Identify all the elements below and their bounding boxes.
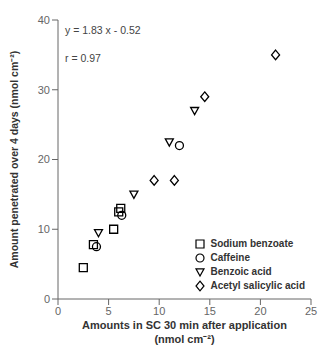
svg-text:0: 0 <box>44 293 50 305</box>
svg-text:Amounts in SC 30 min after app: Amounts in SC 30 min after application(n… <box>82 319 287 345</box>
svg-text:40: 40 <box>38 14 50 26</box>
svg-text:5: 5 <box>106 305 112 317</box>
svg-text:0: 0 <box>55 305 61 317</box>
svg-text:r = 0.97: r = 0.97 <box>65 52 101 64</box>
svg-text:30: 30 <box>38 84 50 96</box>
svg-text:20: 20 <box>38 153 50 165</box>
svg-text:10: 10 <box>153 305 165 317</box>
svg-text:20: 20 <box>254 305 266 317</box>
html-text:Acetyl salicylic acid: Acetyl salicylic acid <box>210 280 305 291</box>
svg-text:y = 1.83 x - 0.52: y = 1.83 x - 0.52 <box>65 24 141 36</box>
svg-text:Amount penetrated over 4 days: Amount penetrated over 4 days (nmol cm⁻²… <box>8 51 20 269</box>
svg-text:10: 10 <box>38 223 50 235</box>
svg-text:25: 25 <box>305 305 317 317</box>
html-text:Caffeine: Caffeine <box>210 252 250 263</box>
html-text:Benzoic acid: Benzoic acid <box>210 266 272 277</box>
html-text:Sodium benzoate: Sodium benzoate <box>210 238 294 249</box>
svg-text:15: 15 <box>204 305 216 317</box>
